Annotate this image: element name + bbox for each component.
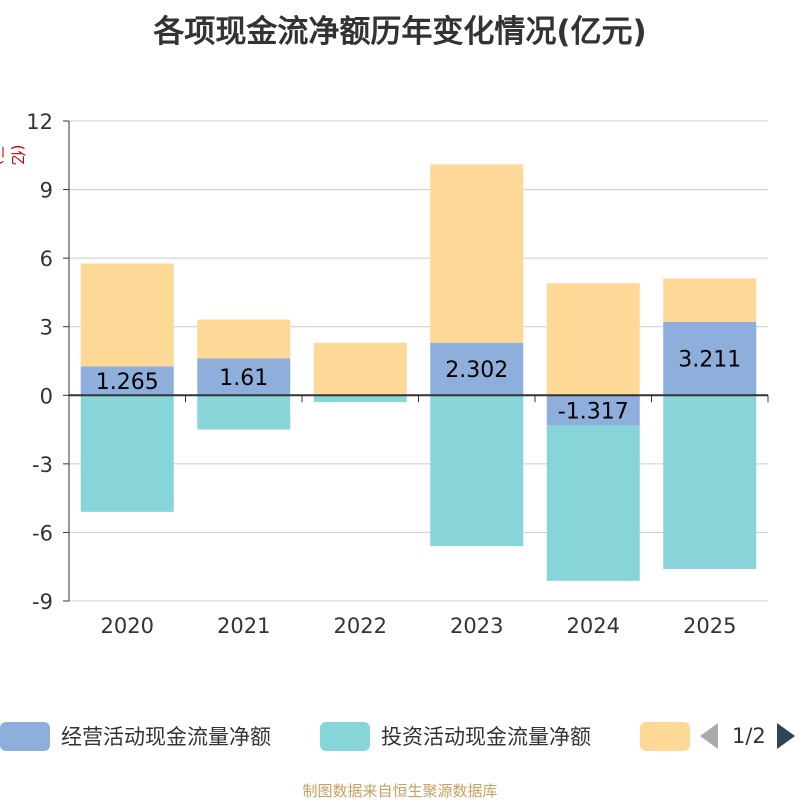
- legend-prev-arrow-icon[interactable]: [700, 723, 718, 749]
- bar-series2-2021: [197, 395, 291, 430]
- legend-label-operating: 经营活动现金流量净额: [61, 725, 271, 749]
- legend-swatch-investing: [320, 721, 370, 751]
- legend-item-operating[interactable]: 经营活动现金流量净额: [0, 716, 271, 756]
- bar-series1-2023: [430, 342, 524, 396]
- x-tick-label: 2025: [683, 614, 736, 638]
- legend-item-financing[interactable]: [640, 716, 701, 756]
- bar-series3-2022: [313, 342, 407, 396]
- y-tick-label: 12: [26, 110, 53, 134]
- y-tick-label: -6: [32, 521, 53, 545]
- legend-label-investing: 投资活动现金流量净额: [381, 725, 591, 749]
- y-tick-label: 6: [40, 247, 53, 271]
- legend-pager: 1/2: [700, 716, 795, 756]
- chart-plot: -9 -6 -3 0 3 6 9 12 2020 2021 2022 2023 2024 2025 1.26…: [26, 110, 769, 638]
- y-axis-label: (亿元): [0, 144, 27, 166]
- bar-series2-2020: [80, 395, 174, 512]
- bar-series1-2024: [546, 395, 640, 426]
- x-tick-label: 2020: [101, 614, 154, 638]
- legend-item-investing[interactable]: 投资活动现金流量净额: [320, 716, 591, 756]
- bar-series1-2020: [80, 366, 174, 396]
- data-label: 1.265: [96, 370, 159, 395]
- bar-series3-2024: [546, 283, 640, 396]
- legend: 经营活动现金流量净额 投资活动现金流量净额 1/2: [0, 716, 800, 756]
- x-tick-label: 2024: [567, 614, 620, 638]
- bar-series2-2024: [546, 425, 640, 581]
- bar-series3-2023: [430, 164, 524, 343]
- legend-next-arrow-icon[interactable]: [776, 723, 795, 749]
- x-tick-label: 2023: [450, 614, 503, 638]
- bar-series3-2020: [80, 263, 174, 367]
- y-tick-label: 3: [40, 316, 53, 340]
- data-label: -1.317: [558, 399, 629, 424]
- bar-series1-2025: [663, 321, 757, 396]
- y-tick-label: 0: [40, 384, 53, 408]
- bar-series2-2023: [430, 395, 524, 547]
- legend-swatch-financing: [640, 721, 690, 751]
- legend-page-indicator: 1/2: [732, 724, 766, 748]
- bar-series3-2021: [197, 319, 291, 359]
- y-tick-label: -9: [32, 590, 53, 614]
- bar-series1-2021: [197, 358, 291, 396]
- bar-series3-2025: [663, 278, 757, 322]
- y-tick-label: 9: [40, 179, 53, 203]
- x-tick-label: 2021: [217, 614, 270, 638]
- bar-series2-2022: [313, 395, 407, 403]
- data-label: 2.302: [445, 358, 508, 383]
- data-label: 1.61: [219, 366, 268, 391]
- x-tick-label: 2022: [334, 614, 387, 638]
- chart-title: 各项现金流净额历年变化情况(亿元): [153, 14, 647, 50]
- data-label: 3.211: [678, 348, 741, 373]
- legend-swatch-operating: [0, 721, 50, 751]
- y-tick-label: -3: [32, 453, 53, 477]
- bar-series2-2025: [663, 395, 757, 569]
- source-note: 制图数据来自恒生聚源数据库: [302, 782, 498, 800]
